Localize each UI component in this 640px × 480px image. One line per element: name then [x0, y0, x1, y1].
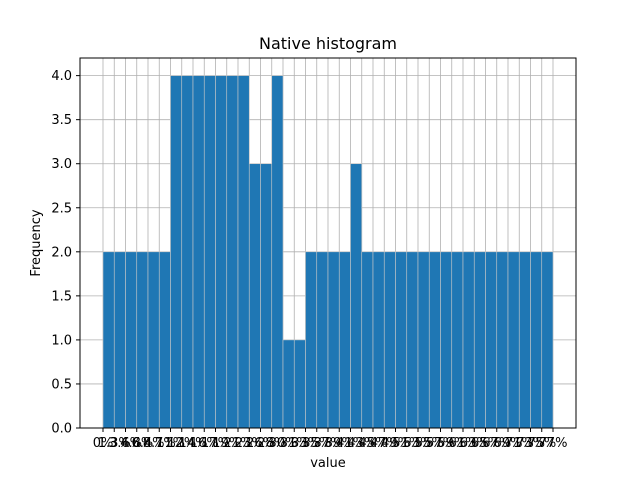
x-tick-label: 57% — [426, 436, 455, 451]
histogram-bar — [372, 251, 385, 429]
x-tick-label: 43% — [347, 436, 376, 451]
y-tick-label: 2.0 — [51, 245, 72, 260]
x-tick-label: 53% — [404, 436, 433, 451]
histogram-bar — [462, 251, 475, 429]
x-tick-label: 26% — [246, 436, 275, 451]
histogram-bar — [293, 339, 306, 429]
histogram-bar — [316, 251, 329, 429]
x-tick-label: 19% — [212, 436, 241, 451]
histogram-bar — [260, 163, 273, 429]
x-tick-label: 14% — [179, 436, 208, 451]
x-tick-label: 0% — [93, 436, 114, 451]
x-tick-label: 41% — [336, 436, 365, 451]
x-tick-label: 73% — [516, 436, 545, 451]
histogram-bar — [530, 251, 543, 429]
x-tick-label: 77% — [539, 436, 568, 451]
x-tick-label: 8.7% — [143, 436, 176, 451]
x-tick-label: 47% — [370, 436, 399, 451]
x-tick-label: 67% — [482, 436, 511, 451]
histogram-bar — [518, 251, 531, 429]
x-tick-label: 6.4% — [131, 436, 164, 451]
histogram-bar — [327, 251, 340, 429]
y-axis-ticks: 0.0 0.5 1.0 1.5 2.0 2.5 3.0 3.5 4.0 — [51, 69, 80, 437]
x-tick-label: 69% — [494, 436, 523, 451]
histogram-bar — [125, 251, 138, 429]
x-tick-label: 28% — [257, 436, 286, 451]
x-tick-label: 39% — [325, 436, 354, 451]
histogram-bar — [428, 251, 441, 429]
histogram-bar — [361, 251, 374, 429]
histogram-bar — [417, 251, 430, 429]
x-tick-label: 21% — [224, 436, 253, 451]
histogram-bar — [338, 251, 351, 429]
x-tick-label: 49% — [381, 436, 410, 451]
histogram-bar — [237, 75, 250, 429]
x-tick-label: 23% — [235, 436, 264, 451]
x-tick-label: 51% — [392, 436, 421, 451]
histogram-bar — [181, 75, 194, 429]
x-tick-label: 37% — [314, 436, 343, 451]
histogram-bar — [192, 75, 205, 429]
histogram-bar — [451, 251, 464, 429]
y-tick-label: 1.0 — [51, 333, 72, 348]
x-tick-label: 35% — [302, 436, 331, 451]
histogram-bar — [485, 251, 498, 429]
x-tick-label: 12% — [167, 436, 196, 451]
histogram-bar — [440, 251, 453, 429]
histogram-bar — [226, 75, 239, 429]
histogram-bar — [203, 75, 216, 429]
x-tick-label: 16% — [190, 436, 219, 451]
histogram-bar — [136, 251, 149, 429]
x-tick-label: 1.3% — [98, 436, 131, 451]
x-tick-label: 17% — [201, 436, 230, 451]
histogram-bar — [215, 75, 228, 429]
y-axis-label: Frequency — [29, 209, 44, 276]
x-axis-ticks: 0%1.3%3.6%4.8%6.4%8.7%11%12%14%16%17%19%… — [93, 428, 568, 451]
x-tick-label: 71% — [505, 436, 534, 451]
histogram-bar — [158, 251, 171, 429]
x-axis-label: value — [310, 456, 346, 471]
histogram-bar — [170, 75, 183, 429]
x-tick-label: 63% — [460, 436, 489, 451]
x-tick-label: 61% — [449, 436, 478, 451]
x-tick-label: 33% — [291, 436, 320, 451]
histogram-bar — [282, 339, 295, 429]
histogram-bar — [350, 163, 363, 429]
x-tick-label: 55% — [415, 436, 444, 451]
y-tick-label: 3.0 — [51, 157, 72, 172]
y-tick-label: 0.0 — [51, 422, 72, 437]
histogram-bar — [496, 251, 509, 429]
histogram-bar — [395, 251, 408, 429]
histogram-bar — [541, 251, 554, 429]
y-tick-label: 4.0 — [51, 69, 72, 84]
x-tick-label: 30% — [269, 436, 298, 451]
y-tick-label: 0.5 — [51, 377, 72, 392]
chart-title: Native histogram — [259, 34, 397, 53]
histogram-bar — [473, 251, 486, 429]
histogram-bar — [305, 251, 318, 429]
histogram-bar — [248, 163, 261, 429]
x-tick-label: 65% — [471, 436, 500, 451]
x-tick-label: 45% — [359, 436, 388, 451]
y-tick-label: 2.5 — [51, 201, 72, 216]
histogram-bar — [383, 251, 396, 429]
bars-layer — [102, 75, 554, 429]
histogram-bar — [113, 251, 126, 429]
histogram-bar — [102, 251, 115, 429]
histogram-bar — [147, 251, 160, 429]
histogram-bar — [406, 251, 419, 429]
y-tick-label: 3.5 — [51, 113, 72, 128]
x-tick-label: 59% — [437, 436, 466, 451]
histogram-bar — [271, 75, 284, 429]
x-tick-label: 11% — [156, 436, 185, 451]
x-tick-label: 3.6% — [109, 436, 142, 451]
x-tick-label: 75% — [527, 436, 556, 451]
histogram-bar — [507, 251, 520, 429]
y-tick-label: 1.5 — [51, 289, 72, 304]
x-tick-label: 4.8% — [120, 436, 153, 451]
x-tick-label: 31% — [280, 436, 309, 451]
